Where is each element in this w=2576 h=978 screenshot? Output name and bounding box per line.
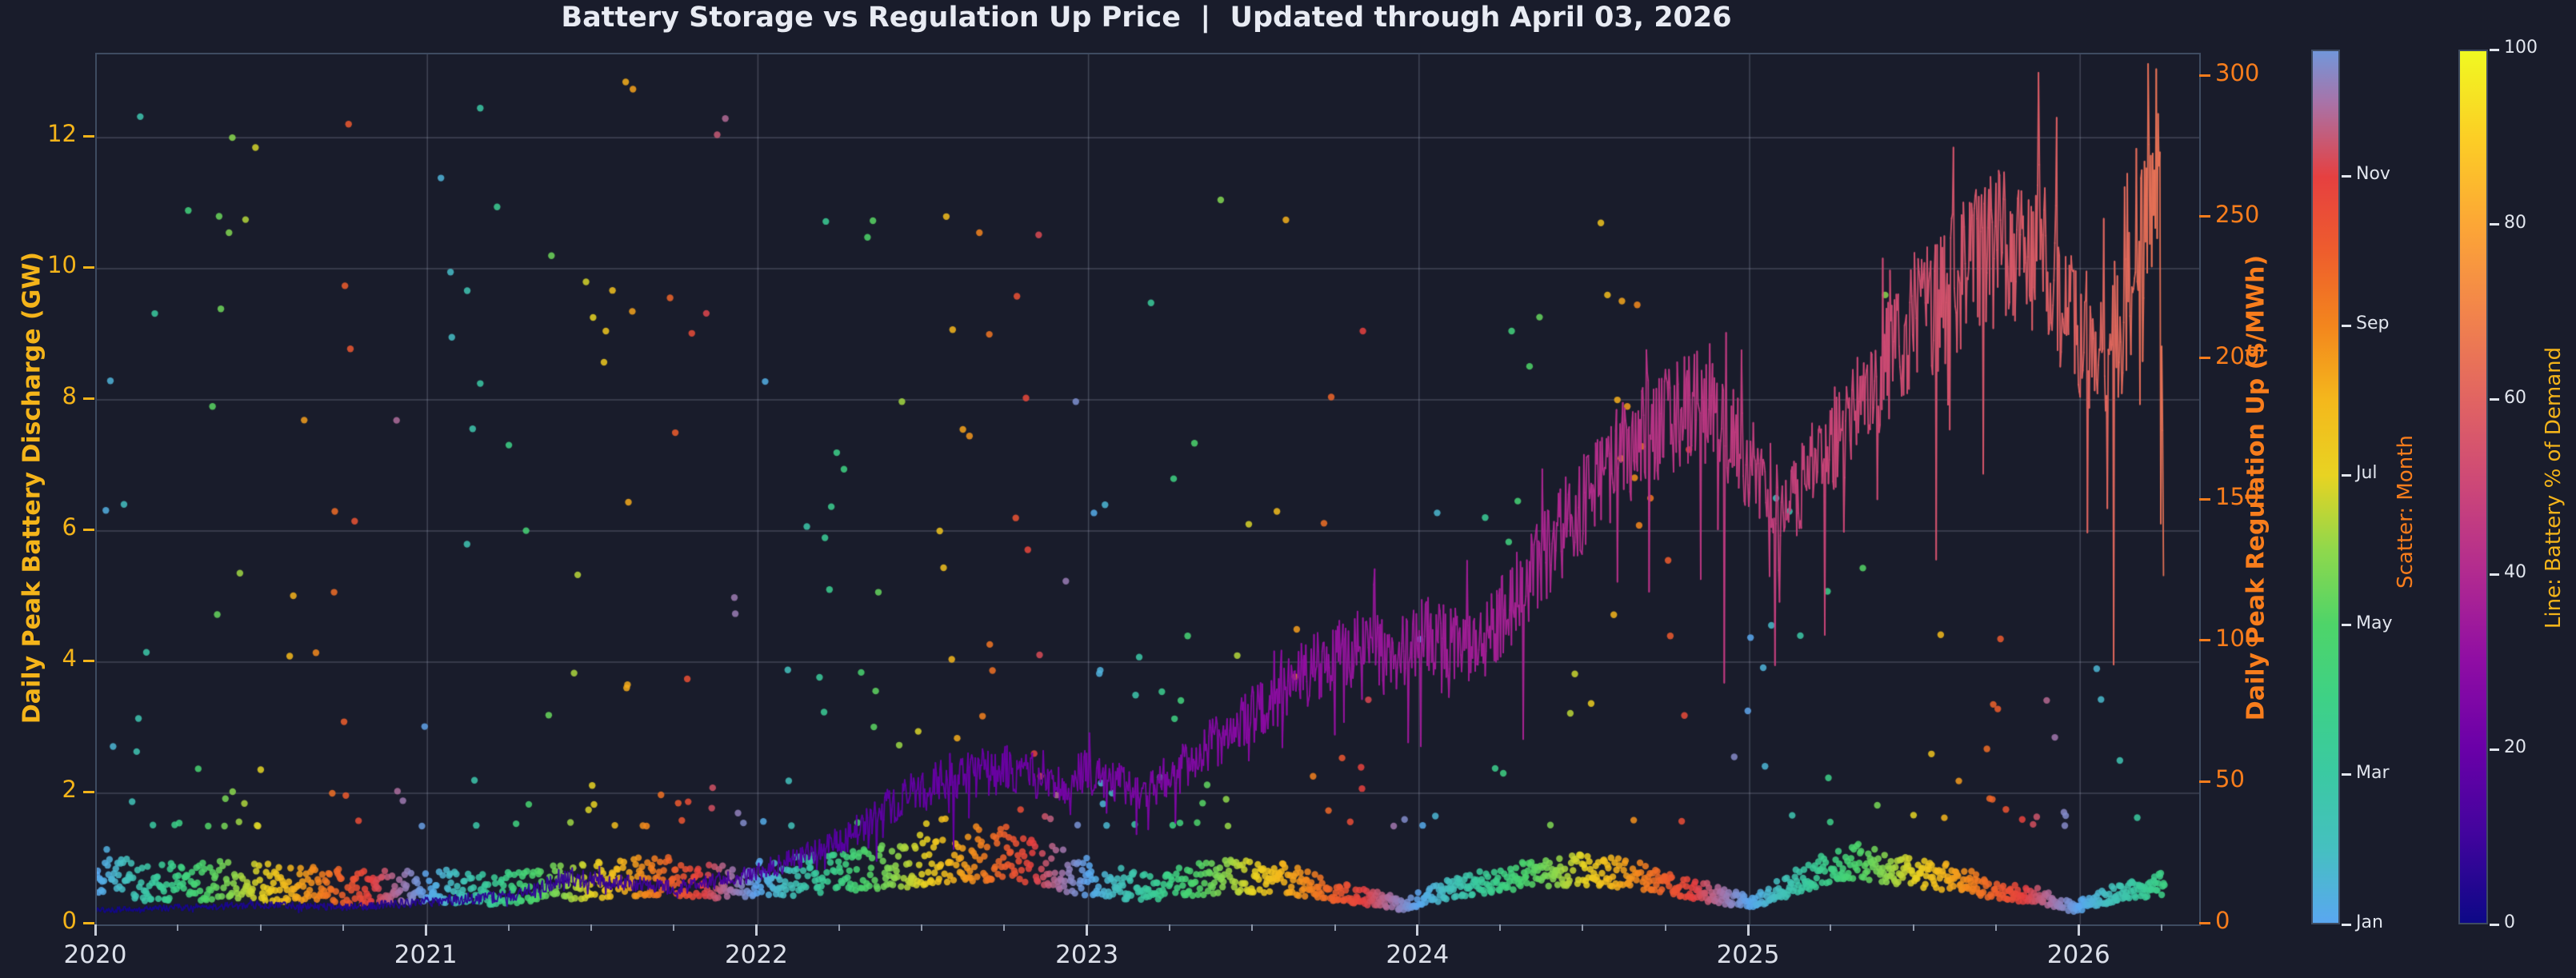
x-tick [1416, 924, 1419, 936]
y-tick-label-left: 6 [62, 513, 77, 541]
y-tick-right [2199, 74, 2210, 77]
pct-cbar-tick-label: 20 [2504, 737, 2526, 758]
y-tick-label-right: 250 [2215, 200, 2260, 228]
y-tick-label-left: 4 [62, 645, 77, 673]
x-minor-tick [1251, 924, 1254, 931]
y-tick-label-right: 50 [2215, 765, 2245, 793]
y-tick-label-left: 12 [47, 120, 77, 148]
y-tick-label-left: 10 [47, 251, 77, 279]
month-cbar-tick [2342, 324, 2351, 327]
y-tick-left [83, 790, 94, 793]
pct-colorbar-gradient [2458, 50, 2488, 924]
month-colorbar-gradient [2311, 50, 2340, 924]
y-tick-right [2199, 639, 2210, 642]
y-tick-label-right: 200 [2215, 341, 2260, 369]
x-minor-tick [1168, 924, 1170, 931]
x-minor-tick [507, 924, 510, 931]
pct-cbar-tick [2490, 923, 2499, 926]
y-tick-left [83, 265, 94, 269]
y-tick-right [2199, 215, 2210, 218]
x-minor-tick [921, 924, 923, 931]
month-cbar-tick [2342, 923, 2351, 926]
x-tick-label: 2025 [1716, 940, 1780, 969]
pct-cbar-tick [2490, 48, 2499, 51]
y-tick-right [2199, 357, 2210, 359]
pct-cbar-tick [2490, 748, 2499, 751]
x-minor-tick [673, 924, 675, 931]
month-cbar-tick-label: Jan [2356, 912, 2383, 932]
x-tick-label: 2022 [724, 940, 788, 969]
x-minor-tick [838, 924, 840, 931]
month-cbar-tick-label: Nov [2356, 164, 2390, 185]
x-minor-tick [2160, 924, 2162, 931]
y-tick-label-right: 300 [2215, 59, 2260, 87]
y-tick-right [2199, 780, 2210, 783]
y-tick-left [83, 134, 94, 138]
plot-canvas [97, 54, 2199, 924]
pct-colorbar-label: Line: Battery % of Demand [2542, 346, 2566, 629]
y-tick-right [2199, 497, 2210, 501]
month-cbar-tick [2342, 473, 2351, 477]
month-colorbar-label: Scatter: Month [2394, 435, 2418, 589]
x-minor-tick [1582, 924, 1584, 931]
x-minor-tick [1994, 924, 1997, 931]
y-tick-left [83, 397, 94, 400]
x-tick [1086, 924, 1089, 936]
x-minor-tick [177, 924, 179, 931]
y-tick-left [83, 921, 94, 924]
y-tick-label-left: 8 [62, 382, 77, 410]
x-tick-label: 2021 [394, 940, 458, 969]
month-cbar-tick-label: Mar [2356, 762, 2390, 783]
x-tick [94, 924, 97, 936]
x-minor-tick [1830, 924, 1832, 931]
x-minor-tick [590, 924, 592, 931]
x-tick [754, 924, 758, 936]
x-minor-tick [1334, 924, 1336, 931]
month-cbar-tick-label: Sep [2356, 313, 2390, 334]
x-tick [2077, 924, 2080, 936]
month-cbar-tick [2342, 174, 2351, 178]
x-minor-tick [259, 924, 262, 931]
x-tick [1746, 924, 1750, 936]
x-minor-tick [1499, 924, 1502, 931]
pct-cbar-tick [2490, 223, 2499, 226]
chart-title: Battery Storage vs Regulation Up Price |… [561, 2, 1732, 34]
y-tick-right [2199, 921, 2210, 924]
month-cbar-tick-label: May [2356, 613, 2393, 633]
x-tick-label: 2020 [63, 940, 127, 969]
pct-cbar-tick [2490, 573, 2499, 576]
month-cbar-tick-label: Jul [2356, 463, 2378, 484]
y-tick-label-right: 100 [2215, 624, 2260, 652]
month-cbar-tick [2342, 773, 2351, 776]
x-minor-tick [1003, 924, 1006, 931]
y-tick-label-left: 0 [62, 907, 77, 934]
month-cbar-tick [2342, 624, 2351, 627]
y-tick-left [83, 659, 94, 662]
pct-cbar-tick-label: 100 [2504, 38, 2538, 58]
x-minor-tick [342, 924, 344, 931]
pct-cbar-tick-label: 40 [2504, 562, 2526, 583]
x-tick-label: 2024 [1386, 940, 1450, 969]
pct-cbar-tick-label: 60 [2504, 387, 2526, 408]
x-minor-tick [1912, 924, 1914, 931]
pct-cbar-tick-label: 80 [2504, 212, 2526, 233]
x-tick [424, 924, 427, 936]
plot-area [95, 53, 2201, 926]
y-tick-label-right: 0 [2215, 907, 2230, 934]
y-tick-left [83, 528, 94, 531]
x-tick-label: 2023 [1055, 940, 1119, 969]
y-tick-label-left: 2 [62, 776, 77, 804]
x-minor-tick [1664, 924, 1666, 931]
pct-cbar-tick-label: 0 [2504, 912, 2515, 932]
pct-cbar-tick [2490, 398, 2499, 401]
y-tick-label-right: 150 [2215, 483, 2260, 511]
x-tick-label: 2026 [2046, 940, 2110, 969]
